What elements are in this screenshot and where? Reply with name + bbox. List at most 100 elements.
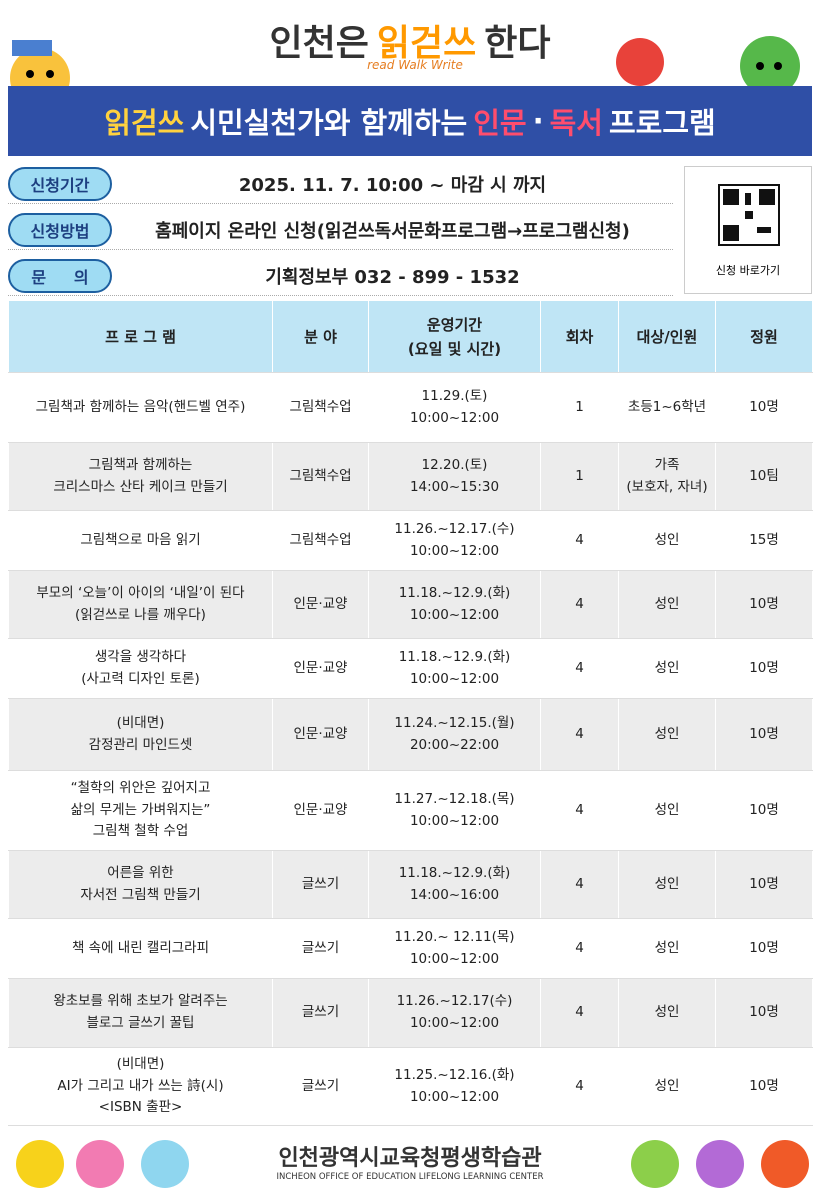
table-cell: 10명 [715,978,813,1048]
table-row: 생각을 생각하다 (사고력 디자인 토론) 인문·교양 11.18.~12.9.(화… [8,638,813,699]
table-cell: 11.24.~12.15.(월) 20:00~22:00 [368,698,541,771]
table-cell: 10명 [715,850,813,919]
mascots [616,36,800,96]
table-cell: 왕초보를 위해 초보가 알려주는 블로그 글쓰기 꿀팁 [8,978,273,1048]
table-cell: 11.18.~12.9.(화) 10:00~12:00 [368,570,541,639]
table-cell: 그림책과 함께하는 음악(핸드벨 연주) [8,372,273,443]
table-cell: 성인 [618,850,716,919]
table-cell: 책 속에 내린 캘리그라피 [8,918,273,979]
table-row: 그림책과 함께하는 음악(핸드벨 연주) 그림책수업 11.29.(토) 10:00… [8,372,813,443]
table-cell: (비대면) 감정관리 마인드셋 [8,698,273,771]
table-row: (비대면) 감정관리 마인드셋 인문·교양 11.24.~12.15.(월) 20:… [8,698,813,771]
info-value: 2025. 11. 7. 10:00 ~ 마감 시 까지 [238,174,547,196]
info-label: 신청방법 [8,212,112,247]
table-cell: 초등1~6학년 [618,372,716,443]
table-cell: 성인 [618,770,716,851]
banner-part: 독서 [549,106,603,140]
table-cell: 4 [540,1047,619,1126]
info-row: 신청방법 홈페이지 온라인 신청(읽걷쓰독서문화프로그램→프로그램신청) [8,210,673,250]
banner-part: 읽걷쓰 [104,106,185,140]
table-cell: 1 [540,372,619,443]
column-header: 회차 [540,300,619,373]
table-cell: 성인 [618,698,716,771]
table-cell: 4 [540,638,619,699]
banner-part: 시민실천가와 함께하는 [190,106,468,140]
banner-part: 인문 [473,106,527,140]
table-cell: 가족 (보호자, 자녀) [618,442,716,511]
column-header: 프 로 그 램 [8,300,273,373]
title-part: 인천은 [269,23,369,64]
table-cell: 11.18.~12.9.(화) 10:00~12:00 [368,638,541,699]
qr-code [684,166,812,294]
table-cell: 글쓰기 [272,918,369,979]
table-cell: 그림책으로 마음 읽기 [8,510,273,571]
table-cell: 성인 [618,510,716,571]
table-cell: 그림책수업 [272,372,369,443]
table-cell: 인문·교양 [272,770,369,851]
table-cell: 성인 [618,570,716,639]
info-value: 홈페이지 온라인 신청(읽걷쓰독서문화프로그램→프로그램신청) [155,220,630,242]
table-cell: 성인 [618,638,716,699]
column-header: 정원 [715,300,813,373]
table-row: “철학의 위안은 깊어지고 삶의 무게는 가벼워지는” 그림책 철학 수업 인문·… [8,770,813,851]
table-cell: 인문·교양 [272,570,369,639]
table-cell: 그림책수업 [272,442,369,511]
table-cell: 4 [540,698,619,771]
table-cell: 글쓰기 [272,978,369,1048]
table-cell: 4 [540,978,619,1048]
table-cell: 11.18.~12.9.(화) 14:00~16:00 [368,850,541,919]
info-row: 신청기간 2025. 11. 7. 10:00 ~ 마감 시 까지 [8,164,673,204]
table-cell: 부모의 ‘오늘’이 아이의 ‘내일’이 된다 (읽걷쓰로 나를 깨우다) [8,570,273,639]
tagline: read Walk Write [367,58,463,72]
table-cell: 그림책수업 [272,510,369,571]
table-cell: 10명 [715,770,813,851]
table-row: 부모의 ‘오늘’이 아이의 ‘내일’이 된다 (읽걷쓰로 나를 깨우다) 인문·교… [8,570,813,639]
title-part: 읽걷쓰 [376,23,477,64]
table-row: 어른을 위한 자서전 그림책 만들기 글쓰기 11.18.~12.9.(화) 14:… [8,850,813,919]
table-cell: 1 [540,442,619,511]
info-label: 문 의 [8,258,112,293]
table-cell: 4 [540,770,619,851]
table-cell: (비대면) AI가 그리고 내가 쓰는 詩(시) <ISBN 출판> [8,1047,273,1126]
table-cell: 성인 [618,918,716,979]
table-row: 책 속에 내린 캘리그라피 글쓰기 11.20.~ 12.11(목) 10:00~1… [8,918,813,979]
table-cell: 15명 [715,510,813,571]
table-cell: 10명 [715,1047,813,1126]
info-label: 신청기간 [8,166,112,201]
footer: 인천광역시교육청평생학습관 INCHEON OFFICE OF EDUCATION… [250,1140,570,1182]
banner-part: · [532,104,544,138]
table-cell: 11.25.~12.16.(화) 10:00~12:00 [368,1047,541,1126]
table-cell: 10명 [715,372,813,443]
table-cell: 4 [540,918,619,979]
table-cell: 10명 [715,698,813,771]
table-cell: 그림책과 함께하는 크리스마스 산타 케이크 만들기 [8,442,273,511]
table-cell: 인문·교양 [272,698,369,771]
table-cell: “철학의 위안은 깊어지고 삶의 무게는 가벼워지는” 그림책 철학 수업 [8,770,273,851]
banner: 읽걷쓰 시민실천가와 함께하는 인문 · 독서 프로그램 [8,86,812,156]
table-cell: 10명 [715,638,813,699]
org-name-en: INCHEON OFFICE OF EDUCATION LIFELONG LEA… [276,1172,544,1182]
title-part: 한다 [484,23,551,64]
table-cell: 성인 [618,1047,716,1126]
info-row: 문 의 기획정보부 032 - 899 - 1532 [8,256,673,296]
column-header: 운영기간 (요일 및 시간) [368,300,541,373]
table-cell: 10명 [715,918,813,979]
table-cell: 인문·교양 [272,638,369,699]
title: 인천은 읽걷쓰 한다 [0,14,820,66]
table-row: 그림책과 함께하는 크리스마스 산타 케이크 만들기 그림책수업 12.20.(토)… [8,442,813,511]
table-cell: 10팀 [715,442,813,511]
column-header: 분 야 [272,300,369,373]
info-value: 기획정보부 032 - 899 - 1532 [265,266,520,288]
table-cell: 어른을 위한 자서전 그림책 만들기 [8,850,273,919]
table-cell: 11.27.~12.18.(목) 10:00~12:00 [368,770,541,851]
table-cell: 4 [540,570,619,639]
banner-part: 프로그램 [609,106,716,140]
table-cell: 글쓰기 [272,1047,369,1126]
table-cell: 12.20.(토) 14:00~15:30 [368,442,541,511]
table-cell: 글쓰기 [272,850,369,919]
table-cell: 11.26.~12.17.(수) 10:00~12:00 [368,510,541,571]
table-cell: 성인 [618,978,716,1048]
table-row: (비대면) AI가 그리고 내가 쓰는 詩(시) <ISBN 출판> 글쓰기 11.… [8,1047,813,1126]
qr-caption: 신청 바로가기 [715,264,781,277]
